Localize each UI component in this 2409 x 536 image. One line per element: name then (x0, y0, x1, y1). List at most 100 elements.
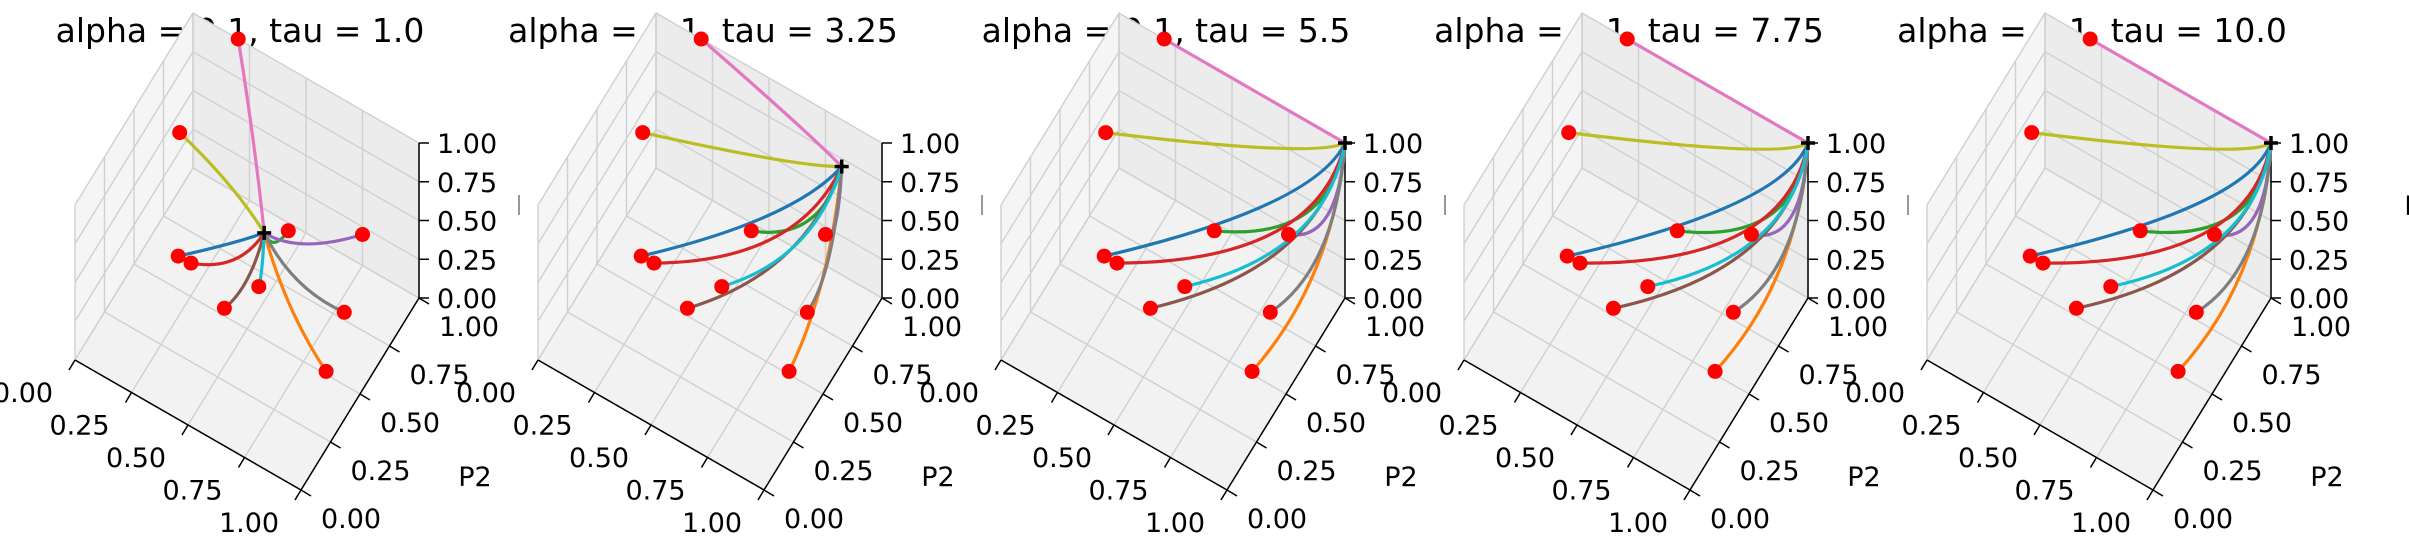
y-tick (2270, 297, 2282, 305)
trajectory-line (2088, 37, 2273, 145)
y-tick (2152, 489, 2164, 497)
gridline (537, 90, 657, 283)
start-points (170, 31, 370, 379)
start-point (251, 279, 267, 295)
x-tick-label: 0.75 (2014, 476, 2074, 507)
x-tick-label: 0.25 (49, 411, 109, 442)
trajectory-line (699, 37, 844, 169)
x-tick (68, 359, 76, 371)
trajectory-line (639, 165, 844, 258)
x-tick-label: 0.50 (1032, 443, 1092, 474)
z-tick-label: 0.25 (1363, 245, 1423, 276)
x-tick (237, 457, 246, 468)
start-point (1707, 363, 1723, 379)
x-tick-label: 0.25 (1901, 411, 1961, 442)
gridline (192, 89, 420, 222)
start-point (1640, 279, 1656, 295)
trajectory-line (2194, 141, 2273, 314)
z-tick-label: 0.50 (1826, 207, 1886, 238)
subplot-4: alpha = 0.1, tau = 7.750.000.000.000.250… (1382, 11, 1909, 536)
y-tick-label: 1.00 (1365, 312, 1425, 343)
x-tick (1220, 489, 1228, 501)
x-tick-label: 1.00 (219, 508, 279, 536)
x-tick-label: 0.25 (512, 411, 572, 442)
trajectory-line (720, 165, 844, 289)
y-tick (1256, 441, 1267, 449)
gridline (1581, 89, 1809, 222)
trajectory-line (1625, 37, 1810, 145)
gridline (243, 265, 364, 458)
start-point (633, 248, 649, 264)
equilibrium-marker (834, 159, 849, 174)
gridline (1169, 265, 1290, 458)
equilibrium-marker (1801, 136, 1815, 150)
y-tick (1778, 345, 1789, 353)
x-tick (531, 359, 539, 371)
x-tick-label: 0.25 (975, 411, 1035, 442)
y-tick (1807, 297, 1819, 305)
y-tick-label: 0.50 (1769, 408, 1829, 439)
y-tick-label: 0.25 (813, 456, 873, 487)
x-tick (181, 424, 189, 436)
z-tick-label: 1.00 (900, 129, 960, 160)
gridline (74, 90, 194, 283)
trajectory-line (1731, 141, 1810, 314)
trajectory-line (1578, 141, 1810, 265)
y-tick-label: 0.75 (872, 360, 932, 391)
start-point (818, 227, 833, 242)
y-tick-label: 1.00 (902, 312, 962, 343)
x-tick (1976, 392, 1985, 403)
x-tick-label: 0.50 (569, 443, 629, 474)
gridline (537, 51, 657, 245)
gridline (2044, 89, 2272, 222)
start-point (1096, 248, 1112, 264)
start-point (1605, 300, 1621, 316)
trajectory-line (1162, 37, 1347, 145)
gridline (2044, 51, 2272, 183)
start-point (693, 31, 709, 47)
x-tick (2033, 424, 2041, 436)
equilibrium-marker (1338, 136, 1352, 150)
gridline (1463, 90, 1583, 283)
start-point (336, 304, 352, 320)
z-tick-label: 0.00 (2289, 284, 2349, 315)
start-point (2170, 363, 2186, 379)
gridline (1581, 51, 1809, 183)
z-tick-label: 0.50 (900, 207, 960, 238)
x-tick (587, 392, 596, 403)
y-tick-label: 0.75 (1335, 360, 1395, 391)
start-point (714, 279, 730, 295)
y-tick-label: 0.25 (350, 456, 410, 487)
trajectory-line (176, 231, 266, 258)
start-point (230, 31, 246, 47)
y-tick (300, 489, 312, 497)
y-tick (389, 345, 400, 353)
x-tick (1513, 392, 1522, 403)
x-tick-label: 0.75 (1551, 476, 1611, 507)
x-tick-label: 1.00 (1608, 508, 1668, 536)
z-tick-label: 0.75 (1363, 168, 1423, 199)
start-point (1744, 227, 1759, 242)
y-axis-label: P2 (2310, 462, 2343, 493)
z-tick-label: 0.00 (437, 284, 497, 315)
trajectory-line (262, 231, 346, 314)
x-tick (1683, 489, 1691, 501)
trajectory-line (652, 165, 844, 265)
y-tick (2241, 345, 2252, 353)
y-tick-label: 0.25 (2202, 456, 2262, 487)
start-point (2188, 304, 2204, 320)
start-points (633, 31, 833, 379)
trajectory-line (262, 231, 365, 246)
x-tick-label: 0.00 (919, 378, 979, 409)
z-tick-label: 0.25 (1826, 245, 1886, 276)
start-point (1281, 227, 1296, 242)
start-points (2022, 31, 2222, 379)
y-tick-label: 1.00 (2291, 312, 2351, 343)
x-tick (1457, 359, 1465, 371)
y-axis-label: P2 (458, 462, 491, 493)
trajectories (639, 37, 844, 373)
trajectory-line (641, 131, 844, 169)
gridline (1632, 265, 1753, 458)
start-point (2082, 31, 2098, 47)
